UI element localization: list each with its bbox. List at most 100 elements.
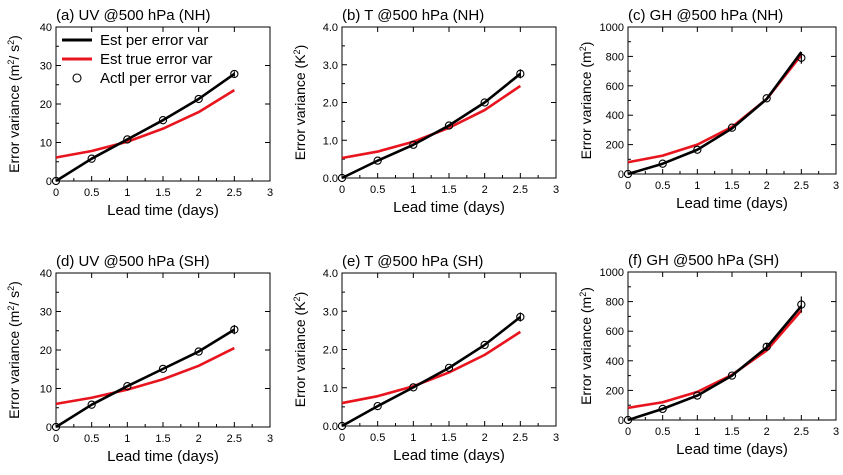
series-est-true-line: [55, 346, 235, 406]
y-tick-label: 0.0: [323, 173, 338, 185]
actual-point: [409, 383, 418, 392]
x-tick-label: 1.5: [724, 180, 739, 192]
y-axis-label: Error variance (m2​/ s2​): [6, 35, 22, 173]
y-axis-label: Error variance (K2​): [292, 45, 308, 161]
y-axis-label: Error variance (m2​): [578, 287, 594, 405]
legend-label-2: Actl per error var: [100, 70, 212, 87]
panel-title: (f) GH @500 hPa (SH): [628, 252, 779, 269]
actual-point: [444, 363, 454, 373]
x-tick-label: 2.5: [513, 432, 528, 444]
series-est-per-line: [55, 328, 236, 429]
y-tick-label: 0: [46, 176, 52, 188]
x-tick-label: 3: [267, 433, 273, 445]
x-tick-label: 3: [267, 187, 273, 199]
actual-point: [797, 53, 806, 63]
actual-point: [194, 94, 203, 104]
y-tick-label: 600: [606, 81, 624, 93]
x-tick-label: 3: [553, 432, 559, 444]
panel-title: (d) UV @500 hPa (SH): [56, 253, 210, 270]
x-tick-label: 1: [694, 426, 700, 438]
x-tick-label: 2: [196, 433, 202, 445]
panel-title: (e) T @500 hPa (SH): [342, 253, 483, 270]
y-tick-label: 3.0: [323, 60, 338, 72]
x-tick-label: 0: [339, 184, 345, 196]
actual-point: [230, 69, 239, 79]
panel-3: (d) UV @500 hPa (SH)0 0.5 1 1.5 2 2.5 30102030…: [6, 253, 273, 465]
y-tick-label: 40: [40, 22, 52, 34]
y-tick-label: 20: [40, 99, 52, 111]
x-tick-label: 3: [833, 180, 839, 192]
series-est-per-line: [627, 51, 803, 176]
x-axis-label: Lead time (days): [107, 202, 219, 219]
x-tick-label: 2.5: [513, 184, 528, 196]
series-est-per-line: [341, 72, 522, 180]
panel-0: (a) UV @500 hPa (NH)0 0.5 1 1.5 2 2.5 30102030…: [6, 7, 273, 219]
y-tick-label: 4.0: [323, 268, 338, 280]
x-tick-label: 2: [196, 187, 202, 199]
actual-point: [337, 421, 347, 431]
y-tick-label: 30: [40, 61, 52, 73]
y-tick-label: 30: [40, 307, 52, 319]
y-tick-label: 2.0: [323, 98, 338, 110]
actual-point: [658, 159, 667, 168]
x-tick-label: 1: [124, 187, 130, 199]
series-est-true-line: [627, 54, 803, 164]
actual-point: [762, 342, 771, 351]
actual-point: [623, 169, 633, 179]
y-tick-label: 1000: [600, 22, 624, 34]
y-tick-label: 400: [606, 356, 624, 368]
actual-point: [123, 382, 132, 391]
x-tick-label: 0.5: [655, 426, 670, 438]
x-tick-label: 1.5: [441, 432, 456, 444]
actual-point: [516, 312, 525, 322]
actual-point: [727, 123, 737, 132]
x-tick-label: 2.5: [227, 433, 242, 445]
legend-label-0: Est per error var: [100, 32, 208, 49]
y-tick-label: 200: [606, 385, 624, 397]
actual-point: [87, 400, 96, 409]
series-est-true-line: [341, 330, 522, 405]
actual-point: [123, 135, 132, 144]
x-tick-label: 0: [625, 426, 631, 438]
actual-point: [693, 391, 702, 400]
y-tick-label: 0.0: [323, 421, 338, 433]
panel-2: (c) GH @500 hPa (NH) 0 0.5 1 1.5 2 2.5 3 0 200 400…: [578, 7, 839, 212]
x-tick-label: 2: [482, 432, 488, 444]
y-tick-label: 4.0: [323, 22, 338, 34]
y-tick-label: 3.0: [323, 306, 338, 318]
actual-point: [230, 325, 239, 334]
y-tick-label: 400: [606, 110, 624, 122]
actual-point: [797, 300, 806, 309]
x-axis-label: Lead time (days): [676, 441, 788, 458]
x-tick-label: 0.5: [655, 180, 670, 192]
y-tick-label: 800: [606, 51, 624, 63]
actual-point: [158, 364, 168, 374]
x-tick-label: 3: [553, 184, 559, 196]
x-tick-label: 0.5: [370, 432, 385, 444]
x-tick-label: 1: [124, 433, 130, 445]
series-est-true-line: [627, 309, 803, 410]
y-tick-label: 1000: [600, 267, 624, 279]
actual-point: [158, 116, 168, 125]
actual-point: [658, 404, 667, 414]
x-tick-label: 1.5: [155, 433, 170, 445]
panel-4: (e) T @500 hPa (SH) 0 0.5 1 1.5 2 2.5 3 0.0 1.0 2.…: [292, 253, 559, 464]
plot-frame: [627, 271, 837, 421]
panel-title: (b) T @500 hPa (NH): [342, 7, 484, 24]
x-tick-label: 0: [53, 433, 59, 445]
actual-point: [373, 401, 382, 411]
panel-1: (b) T @500 hPa (NH) 0 0.5 1 1.5 2 2.5 3 0.0 1.0 2.…: [292, 7, 559, 216]
actual-point: [516, 69, 525, 78]
y-axis-label: Error variance (m2​): [578, 42, 594, 160]
x-tick-label: 0.5: [84, 433, 99, 445]
x-tick-label: 1: [410, 432, 416, 444]
x-tick-label: 0: [339, 432, 345, 444]
actual-point: [623, 415, 633, 425]
x-tick-label: 1.5: [155, 187, 170, 199]
x-tick-label: 1.5: [441, 184, 456, 196]
actual-point: [693, 145, 702, 154]
y-tick-label: 10: [40, 138, 52, 150]
plot-frame: [341, 272, 557, 427]
x-tick-label: 0.5: [370, 184, 385, 196]
